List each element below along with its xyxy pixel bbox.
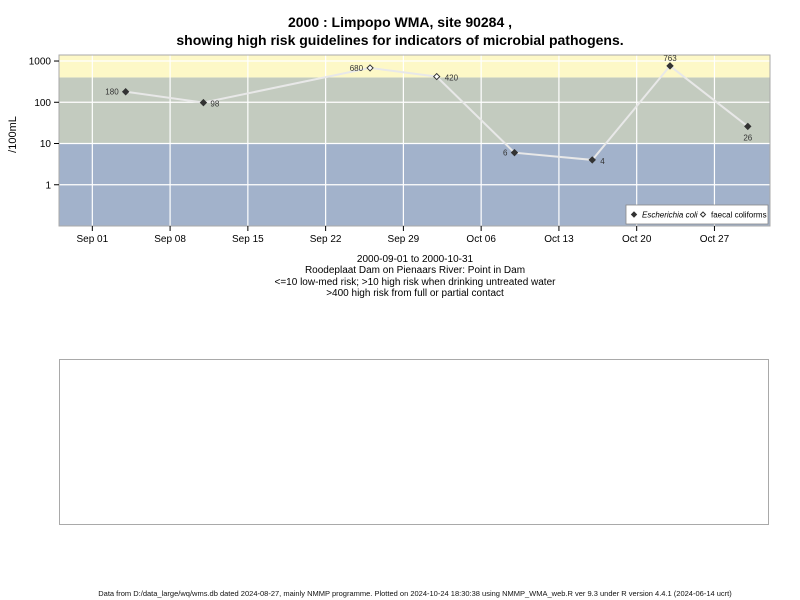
x-tick-label: Sep 22 (310, 234, 342, 245)
data-label: 26 (743, 133, 752, 142)
y-tick-label: 100 (34, 98, 51, 109)
point-faecal-coliforms (366, 64, 374, 72)
caption-risk-high: >400 high risk from full or partial cont… (326, 288, 504, 299)
caption-site: Roodeplaat Dam on Pienaars River: Point … (304, 265, 526, 276)
data-label: 98 (210, 100, 219, 109)
x-tick-label: Oct 06 (466, 234, 496, 245)
caption-date-range: 2000-09-01 to 2000-10-31 (356, 254, 474, 265)
series-connector-line (125, 64, 749, 161)
point-e-coli (588, 156, 596, 164)
legend: Escherichia coli faecal coliforms (625, 204, 769, 225)
point-e-coli (199, 98, 208, 107)
caption-risk-low: <=10 low-med risk; >10 high risk when dr… (274, 277, 556, 288)
band-drinking-risk (59, 77, 770, 144)
data-label: 180 (105, 88, 119, 97)
point-e-coli (744, 122, 752, 131)
chart-title-line-2: showing high risk guidelines for indicat… (176, 32, 624, 48)
x-tick-label: Sep 08 (154, 234, 186, 245)
point-e-coli (510, 148, 519, 157)
data-label: 763 (663, 54, 677, 63)
legend-label-e-coli: Escherichia coli (642, 211, 698, 220)
data-label: 6 (503, 149, 508, 158)
y-tick-label: 1000 (29, 57, 52, 68)
legend-marker-faecal-coliforms (699, 211, 707, 218)
point-e-coli (666, 62, 674, 70)
data-label: 420 (445, 74, 459, 83)
x-tick-label: Sep 15 (232, 234, 264, 245)
x-tick-label: Sep 01 (76, 234, 108, 245)
x-tick-label: Oct 27 (700, 234, 730, 245)
x-tick-label: Oct 20 (622, 234, 652, 245)
point-e-coli (121, 88, 130, 96)
point-faecal-coliforms (433, 72, 441, 81)
plot-border (58, 54, 771, 227)
y-tick-label: 10 (40, 139, 52, 150)
x-tick-label: Oct 13 (544, 234, 574, 245)
y-axis-label: /100mL (7, 116, 19, 153)
empty-plot-panel (59, 359, 769, 525)
legend-box (625, 204, 769, 225)
data-label: 4 (600, 157, 605, 166)
legend-label-faecal-coliforms: faecal coliforms (711, 211, 767, 220)
x-tick-label: Sep 29 (388, 234, 420, 245)
legend-marker-e-coli (630, 211, 638, 218)
chart-title-line-1: 2000 : Limpopo WMA, site 90284 , (287, 14, 513, 30)
footer-note: Data from D:/data_large/wq/wms.db dated … (98, 589, 732, 598)
data-label: 680 (350, 64, 364, 73)
y-tick-label: 1 (45, 180, 51, 191)
